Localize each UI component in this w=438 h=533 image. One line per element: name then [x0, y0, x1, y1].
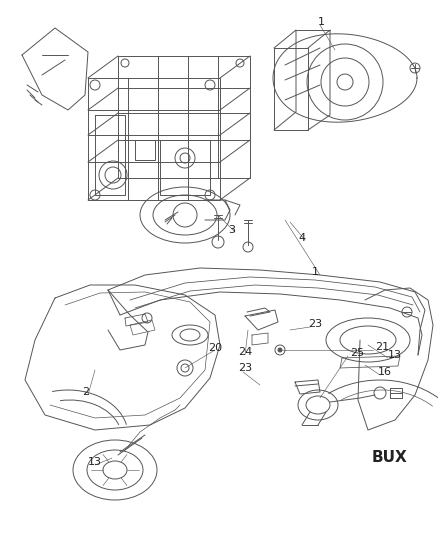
Text: 4: 4: [298, 233, 305, 243]
Text: 21: 21: [375, 342, 389, 352]
Text: 25: 25: [350, 348, 364, 358]
Text: 20: 20: [208, 343, 222, 353]
Text: 23: 23: [238, 363, 252, 373]
Text: 13: 13: [388, 350, 402, 360]
Ellipse shape: [278, 348, 282, 352]
Text: 2: 2: [82, 387, 89, 397]
Text: 1: 1: [312, 267, 319, 277]
Text: 23: 23: [308, 319, 322, 329]
Text: 1: 1: [318, 17, 325, 27]
Text: 13: 13: [88, 457, 102, 467]
Text: 16: 16: [378, 367, 392, 377]
Text: 3: 3: [228, 225, 235, 235]
Text: 24: 24: [238, 347, 252, 357]
Text: BUX: BUX: [372, 450, 408, 465]
